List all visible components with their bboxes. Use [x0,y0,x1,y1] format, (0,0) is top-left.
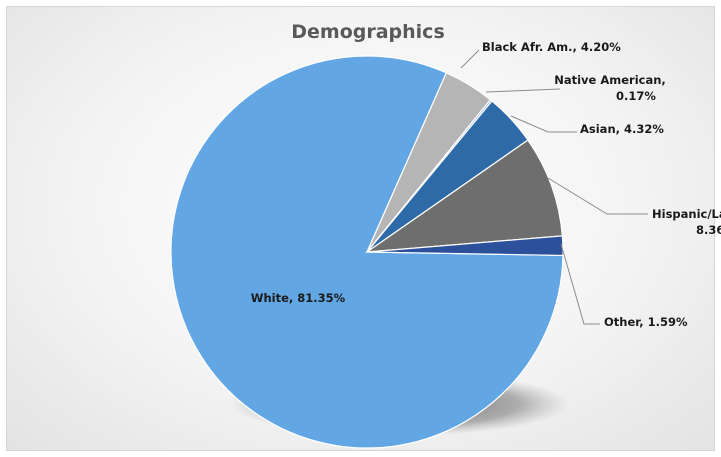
data-label-white: White, 81.35% [251,291,346,305]
leader-line-other [560,243,600,325]
leader-line-native-american [485,88,561,93]
leader-line-asian [510,115,577,133]
leader-line-black-afr-am [460,49,480,69]
data-label-asian: Asian, 4.32% [580,122,664,136]
pie-slice-hispanic-latino [364,139,563,253]
data-label-native-american: Native American, 0.17% [554,73,666,103]
chart-title: Demographics [291,21,445,43]
data-label-hispanic-latino: Hispanic/Latino,8.36% [652,207,721,237]
leader-line-hispanic-latino [547,177,648,215]
pie-slice-other [366,235,564,257]
data-label-other: Other, 1.59% [604,315,688,329]
data-label-black-afr-am: Black Afr. Am., 4.20% [482,40,621,54]
pie-slice-white [170,55,564,449]
